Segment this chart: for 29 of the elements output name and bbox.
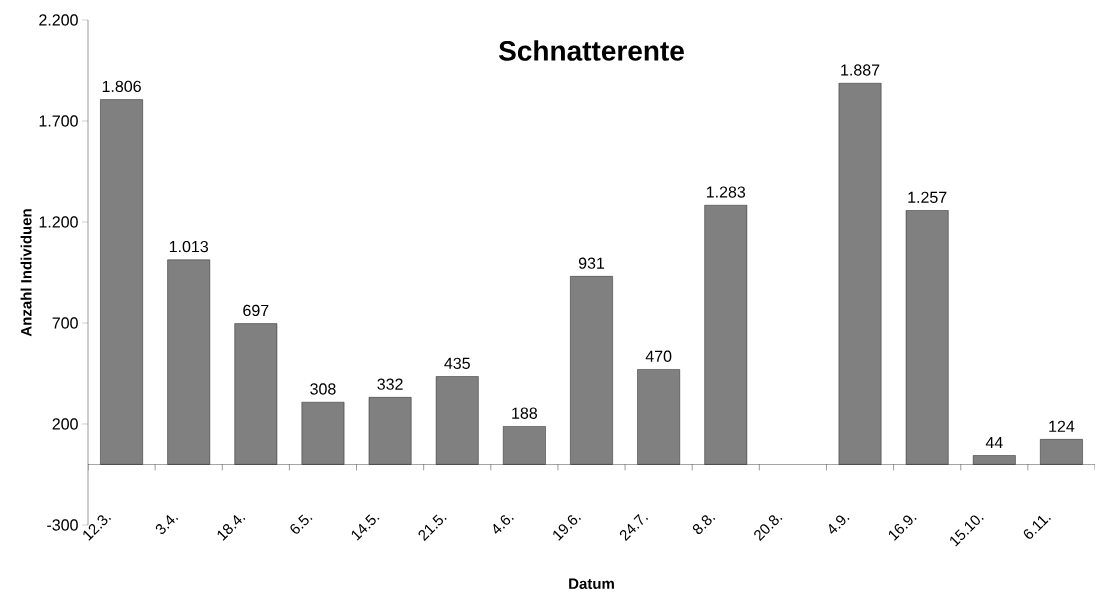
y-tick-label: 1.200 <box>39 216 78 228</box>
x-tick-label: 4.9. <box>829 515 850 534</box>
data-label: 332 <box>377 378 403 390</box>
x-tick-label: 4.6. <box>493 515 514 534</box>
x-axis-title: Datum <box>569 578 614 589</box>
y-tick-label: 200 <box>52 418 78 430</box>
data-label: 188 <box>512 407 538 419</box>
y-tick-label: 2.200 <box>39 14 78 26</box>
data-label: 435 <box>444 357 470 370</box>
x-tick-label: 3.4. <box>155 514 179 535</box>
data-label: 1.887 <box>841 64 880 76</box>
text: Schnatterente <box>498 40 684 61</box>
y-axis-title: Anzahl Individuen <box>20 209 32 337</box>
data-label: 124 <box>1049 420 1075 432</box>
y-tick-label: -300 <box>47 519 78 531</box>
data-label: 470 <box>645 350 672 362</box>
data-label: 1.013 <box>169 240 209 253</box>
x-tick-label: 6.11. <box>1023 515 1051 539</box>
x-tick-label: 6.5. <box>290 514 313 534</box>
data-label: 1.806 <box>102 80 141 93</box>
data-label: 308 <box>310 383 336 395</box>
data-label: 44 <box>985 436 1003 448</box>
y-tick-label: 700 <box>52 317 78 329</box>
x-tick-label: 8.8. <box>692 515 716 535</box>
data-label: 1.257 <box>908 191 947 203</box>
data-label: 1.283 <box>706 186 746 198</box>
data-label: 931 <box>578 257 605 269</box>
y-tick-label: 1.700 <box>39 115 78 127</box>
data-label: 697 <box>243 304 269 317</box>
